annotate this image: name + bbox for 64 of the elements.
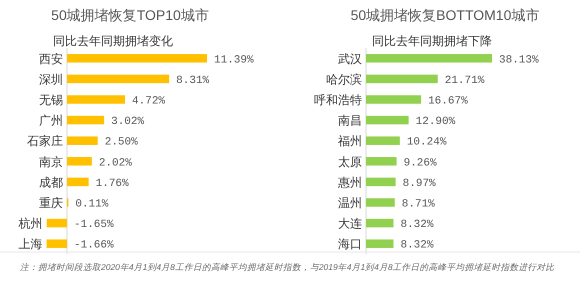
data-label: 8.32%: [400, 219, 434, 232]
data-label: 8.97%: [402, 178, 436, 190]
chart-title: 50城拥堵恢复TOP10城市: [51, 7, 209, 23]
data-label: 11.39%: [214, 54, 254, 66]
bar: [67, 54, 207, 63]
y-tick-label: 重庆: [39, 196, 63, 210]
data-label: 2.02%: [98, 157, 132, 170]
data-label: 1.76%: [96, 178, 130, 190]
y-tick-label: 太原: [338, 154, 362, 169]
data-label: 8.32%: [400, 240, 434, 252]
bar: [366, 218, 394, 228]
bar: [366, 239, 394, 248]
y-tick-label: 海口: [338, 237, 362, 252]
y-tick-label: 福州: [338, 134, 362, 148]
data-label: 10.24%: [406, 136, 447, 149]
bar: [366, 54, 492, 63]
y-tick-label: 温州: [338, 196, 362, 210]
y-tick-label: 无锡: [39, 93, 63, 107]
bar: [366, 95, 422, 104]
y-tick-label: 杭州: [18, 216, 43, 231]
data-label: 3.02%: [111, 116, 145, 128]
y-tick-label: 哈尔滨: [326, 72, 362, 86]
bar: [366, 74, 438, 84]
y-tick-label: 南昌: [338, 114, 362, 128]
data-label: 4.72%: [132, 96, 166, 108]
chart-subtitle: 同比去年同期拥堵下降: [372, 34, 492, 48]
y-tick-label: 上海: [18, 237, 43, 252]
bar: [67, 116, 104, 124]
y-tick-label: 石家庄: [27, 134, 63, 148]
bar: [366, 198, 395, 207]
y-tick-label: 武汉: [338, 52, 362, 66]
data-label: 21.71%: [444, 74, 485, 87]
data-label: 8.71%: [402, 198, 436, 210]
chart-title: 50城拥堵恢复BOTTOM10城市: [350, 7, 540, 23]
bar: [67, 157, 92, 166]
data-label: 9.26%: [404, 157, 438, 170]
bar: [67, 136, 98, 145]
y-tick-label: 呼和浩特: [314, 93, 362, 107]
bar: [366, 178, 396, 186]
data-label: 12.90%: [416, 116, 456, 128]
data-label: 0.11%: [75, 198, 109, 210]
data-label: -1.65%: [74, 219, 114, 232]
y-tick-label: 广州: [39, 114, 63, 128]
bar: [366, 136, 400, 145]
bar: [366, 157, 397, 166]
text: 注：拥堵时间段选取2020年4月1到4月8工作日的高峰平均拥堵延时指数，与2019年4月1到4月8工作日的高峰平均拥堵延时指数进行对比: [20, 262, 555, 272]
y-tick-label: 成都: [39, 175, 63, 190]
y-tick-label: 惠州: [337, 175, 362, 190]
y-tick-label: 西安: [39, 52, 63, 66]
y-tick-label: 深圳: [39, 72, 63, 86]
data-label: 2.50%: [104, 136, 138, 149]
bar: [67, 178, 89, 186]
y-tick-label: 大连: [338, 216, 362, 231]
y-tick-label: 南京: [39, 154, 63, 169]
bar: [67, 74, 170, 84]
data-label: -1.66%: [74, 240, 114, 252]
bar: [366, 116, 409, 124]
bar: [46, 218, 67, 228]
bar: [46, 239, 67, 248]
data-label: 8.31%: [176, 74, 210, 87]
data-label: 38.13%: [499, 54, 540, 66]
chart-subtitle: 同比去年同期拥堵变化: [53, 34, 173, 48]
bar: [67, 95, 126, 104]
data-label: 16.67%: [428, 96, 468, 108]
